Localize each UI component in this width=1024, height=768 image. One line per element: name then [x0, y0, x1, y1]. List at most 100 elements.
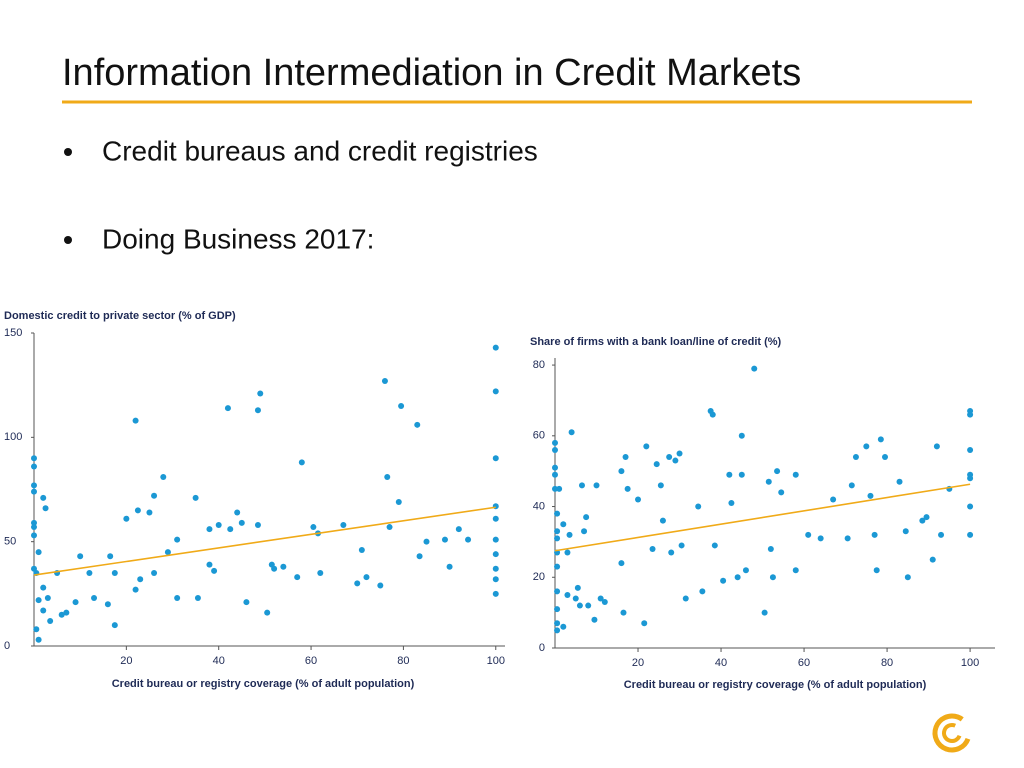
point	[761, 609, 768, 616]
point	[72, 599, 79, 606]
point	[107, 553, 114, 560]
point	[234, 509, 241, 516]
point	[414, 421, 421, 428]
point	[618, 560, 625, 567]
point	[354, 580, 361, 587]
point	[552, 464, 558, 471]
point	[620, 609, 627, 616]
point	[552, 471, 558, 478]
point	[672, 457, 679, 464]
y-tick-label: 100	[4, 431, 22, 443]
point	[174, 536, 181, 543]
point	[58, 611, 65, 618]
point	[643, 443, 650, 450]
x-axis-title: Credit bureau or registry coverage (% of…	[112, 678, 415, 690]
point	[597, 595, 604, 602]
point	[44, 595, 51, 602]
point	[738, 471, 745, 478]
point	[967, 471, 974, 478]
point	[137, 576, 144, 583]
point	[659, 517, 666, 524]
point	[206, 526, 213, 533]
point	[492, 455, 499, 462]
point	[164, 549, 171, 556]
y-tick-label: 0	[539, 642, 545, 654]
point	[666, 454, 673, 461]
point	[238, 519, 245, 526]
point	[194, 595, 201, 602]
point	[711, 542, 718, 549]
point	[398, 403, 405, 410]
point	[554, 620, 561, 627]
point	[967, 446, 974, 453]
point	[564, 591, 571, 598]
point	[40, 607, 47, 614]
point	[564, 549, 571, 556]
point	[774, 468, 781, 475]
point	[938, 531, 945, 538]
point	[31, 455, 37, 462]
point	[552, 446, 558, 453]
point	[77, 553, 84, 560]
point	[264, 609, 271, 616]
point	[254, 521, 261, 528]
y-tick-label: 20	[533, 571, 545, 583]
point	[676, 450, 683, 457]
trend-line	[33, 506, 496, 576]
point	[574, 584, 581, 591]
point	[852, 454, 859, 461]
point	[224, 405, 231, 412]
point	[695, 503, 702, 510]
point	[554, 606, 561, 613]
point	[363, 574, 370, 581]
point	[556, 485, 563, 492]
point	[132, 586, 139, 593]
x-axis-title: Credit bureau or registry coverage (% of…	[624, 679, 927, 691]
x-tick-label: 40	[213, 655, 225, 667]
point	[423, 538, 430, 545]
x-tick-label: 20	[632, 657, 644, 669]
point	[492, 576, 499, 583]
point	[257, 390, 264, 397]
point	[441, 536, 448, 543]
point	[593, 482, 600, 489]
y-tick-label: 80	[533, 359, 545, 371]
x-tick-label: 100	[961, 657, 979, 669]
y-tick-label: 0	[4, 640, 10, 652]
point	[294, 574, 301, 581]
point	[310, 524, 317, 531]
point	[31, 532, 37, 539]
point	[31, 488, 37, 495]
point	[792, 567, 799, 574]
point	[720, 577, 727, 584]
point	[641, 620, 648, 627]
point	[554, 535, 561, 542]
point	[86, 569, 93, 576]
y-tick-label: 40	[533, 500, 545, 512]
point	[254, 407, 261, 414]
point	[678, 542, 685, 549]
point	[817, 535, 824, 542]
point	[967, 503, 974, 510]
point	[416, 553, 423, 560]
point	[767, 545, 774, 552]
x-tick-label: 40	[715, 657, 727, 669]
point	[873, 567, 880, 574]
point	[738, 432, 745, 439]
point	[863, 443, 870, 450]
point	[174, 595, 181, 602]
point	[622, 454, 629, 461]
point	[583, 514, 590, 521]
point	[492, 515, 499, 522]
point	[734, 574, 741, 581]
point	[877, 436, 884, 443]
point	[243, 599, 250, 606]
point	[871, 531, 878, 538]
point	[933, 443, 940, 450]
bullet-dot	[64, 236, 72, 244]
point	[492, 536, 499, 543]
point	[91, 595, 98, 602]
point	[618, 468, 625, 475]
point	[572, 595, 579, 602]
point	[40, 584, 47, 591]
